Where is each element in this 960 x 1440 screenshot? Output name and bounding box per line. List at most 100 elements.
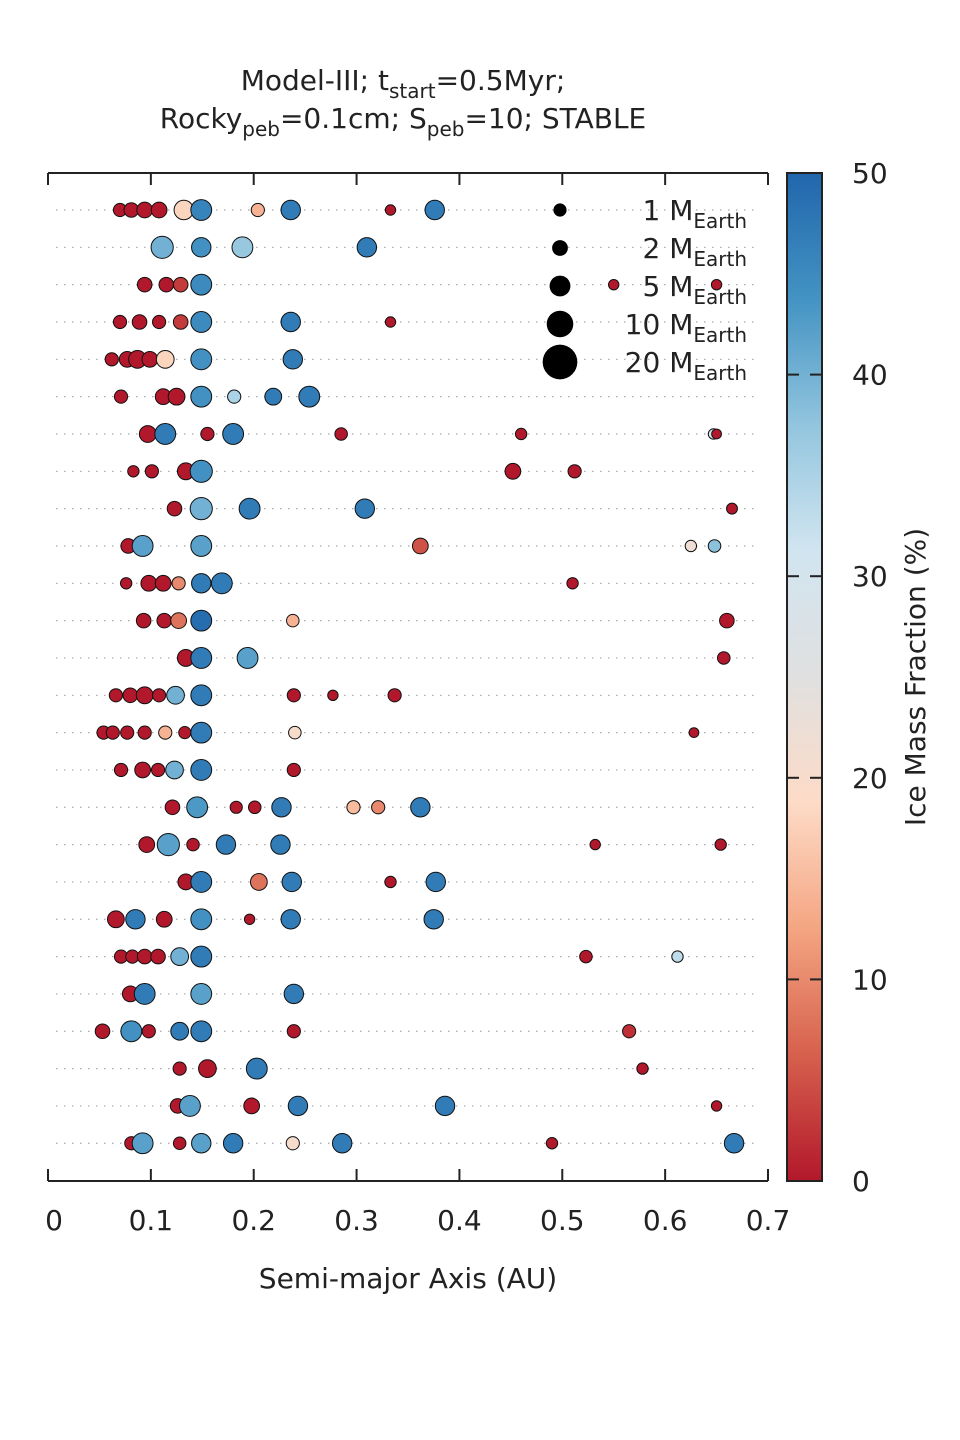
planet-point: [166, 500, 183, 517]
planet-point: [186, 796, 209, 819]
planet-point: [579, 949, 593, 964]
planet-point: [190, 348, 213, 371]
planet-point: [136, 276, 153, 293]
planet-point: [622, 1024, 637, 1039]
planet-point: [545, 1137, 559, 1150]
colorbar-tick-label: 10: [852, 963, 888, 996]
planet-point: [138, 836, 156, 853]
planet-point: [286, 613, 300, 628]
planet-point: [150, 235, 174, 259]
legend-label: 10 MEarth: [625, 308, 747, 347]
planet-point: [410, 797, 431, 818]
planet-point: [191, 1133, 212, 1154]
planet-point: [671, 950, 684, 963]
planet-point: [247, 800, 262, 815]
planet-point: [190, 647, 213, 669]
planet-point: [133, 983, 156, 1005]
planet-point: [286, 762, 301, 778]
planet-point: [190, 609, 213, 632]
planet-point: [158, 725, 173, 740]
planet-point: [684, 539, 698, 553]
planet-point: [198, 1059, 217, 1078]
planet-point: [222, 1133, 244, 1154]
planet-point: [190, 684, 213, 707]
planet-point: [135, 686, 154, 705]
x-axis-label: Semi-major Axis (AU): [259, 1262, 557, 1295]
planet-point: [190, 535, 213, 557]
planet-point: [150, 762, 166, 778]
planet-point: [165, 760, 184, 780]
planet-point: [191, 573, 212, 594]
planet-point: [387, 688, 402, 703]
planet-point: [286, 688, 301, 703]
planet-point: [215, 834, 237, 855]
planet-point: [723, 1133, 745, 1154]
planet-point: [154, 574, 172, 592]
planet-point: [281, 871, 302, 893]
planet-point: [136, 948, 153, 965]
planet-point: [434, 1095, 456, 1117]
planet-point: [131, 1132, 154, 1155]
planet-point: [105, 725, 120, 740]
planet-point: [283, 983, 305, 1005]
planet-points: [94, 199, 745, 1155]
planet-point: [172, 276, 189, 293]
row-guides: [56, 209, 760, 1144]
planet-point: [384, 204, 397, 216]
planet-point: [425, 871, 446, 893]
planet-point: [424, 199, 445, 221]
x-axis-ticks: 0 0.1 0.2 0.3 0.4 0.5 0.6 0.7: [45, 173, 790, 1237]
planet-point: [334, 427, 348, 441]
planet-point: [354, 498, 375, 519]
planet-point: [179, 1094, 201, 1117]
planet-point: [589, 838, 601, 851]
planet-point: [113, 389, 129, 404]
x-tick-label: 0.1: [129, 1204, 174, 1237]
planet-point: [714, 838, 727, 851]
planet-point: [125, 909, 146, 930]
planet-point: [138, 425, 157, 443]
planet-point: [108, 688, 123, 703]
planet-point: [636, 1062, 649, 1075]
planet-point: [280, 909, 301, 930]
planet-point: [120, 725, 135, 740]
planet-point: [171, 576, 186, 591]
planet-point: [264, 387, 283, 406]
planet-point: [210, 572, 233, 595]
planet-point: [285, 1136, 300, 1151]
planet-point: [172, 1061, 187, 1076]
planet-point: [136, 201, 154, 219]
planet-point: [249, 873, 268, 891]
planet-point: [190, 908, 213, 931]
planet-point: [238, 497, 261, 520]
planet-point: [154, 423, 177, 445]
colorbar-tick-label: 30: [852, 560, 888, 593]
planet-point: [298, 385, 321, 408]
planet-point: [282, 349, 303, 370]
legend-label: 1 MEarth: [642, 194, 747, 233]
planet-point: [141, 350, 159, 368]
planet-point: [567, 464, 582, 479]
planet-point: [711, 428, 722, 440]
planet-point: [113, 762, 129, 778]
planet-point: [190, 759, 213, 781]
planet-point: [150, 948, 166, 965]
planet-point: [331, 1133, 353, 1154]
planet-point: [384, 875, 397, 889]
x-tick-label: 0.7: [746, 1204, 791, 1237]
planet-point: [710, 278, 723, 291]
planet-point: [411, 537, 429, 555]
planet-point: [190, 311, 213, 333]
planet-point: [151, 688, 167, 703]
planet-point: [104, 352, 119, 367]
planet-point: [288, 725, 302, 740]
planet-point: [327, 689, 339, 701]
colorbar-tick-label: 20: [852, 762, 888, 795]
planet-point: [155, 349, 175, 369]
planet-point: [423, 909, 444, 930]
planet-point: [106, 910, 125, 929]
planet-point: [94, 1023, 111, 1040]
planet-point: [190, 385, 213, 408]
